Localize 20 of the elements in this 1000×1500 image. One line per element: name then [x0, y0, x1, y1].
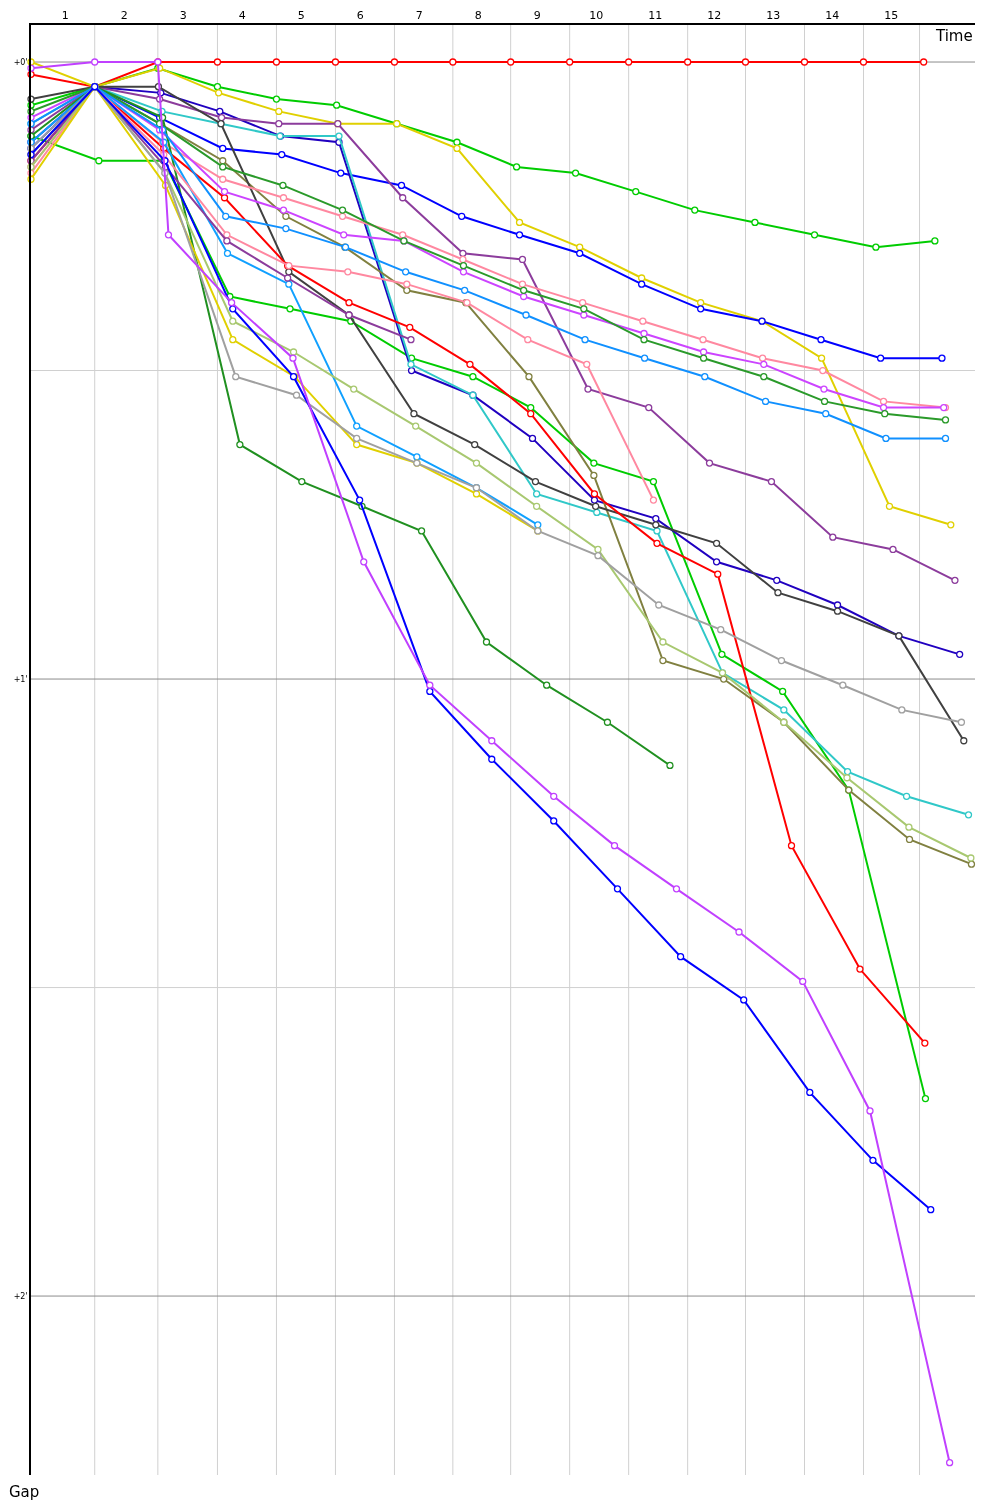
x-tick-label: 13 — [766, 8, 781, 22]
x-tick-label: 7 — [415, 8, 423, 22]
x-tick-label: 4 — [238, 8, 246, 22]
x-tick-label: 8 — [474, 8, 482, 22]
y-axis-title: Gap — [9, 1483, 40, 1500]
y-tick-label: +2' — [13, 1291, 28, 1301]
x-tick-label: 5 — [297, 8, 305, 22]
y-tick-label: +1' — [13, 674, 28, 684]
x-tick-label: 12 — [707, 8, 722, 22]
x-tick-label: 9 — [533, 8, 541, 22]
x-tick-label: 2 — [120, 8, 128, 22]
x-tick-label: 15 — [884, 8, 899, 22]
x-tick-label: 14 — [825, 8, 840, 22]
x-tick-label: 6 — [356, 8, 364, 22]
x-tick-label: 3 — [179, 8, 187, 22]
x-tick-label: 10 — [589, 8, 604, 22]
x-tick-label: 11 — [648, 8, 663, 22]
x-tick-label: 1 — [61, 8, 69, 22]
x-axis-title: Time — [935, 27, 973, 45]
y-tick-label: +0' — [13, 57, 28, 67]
